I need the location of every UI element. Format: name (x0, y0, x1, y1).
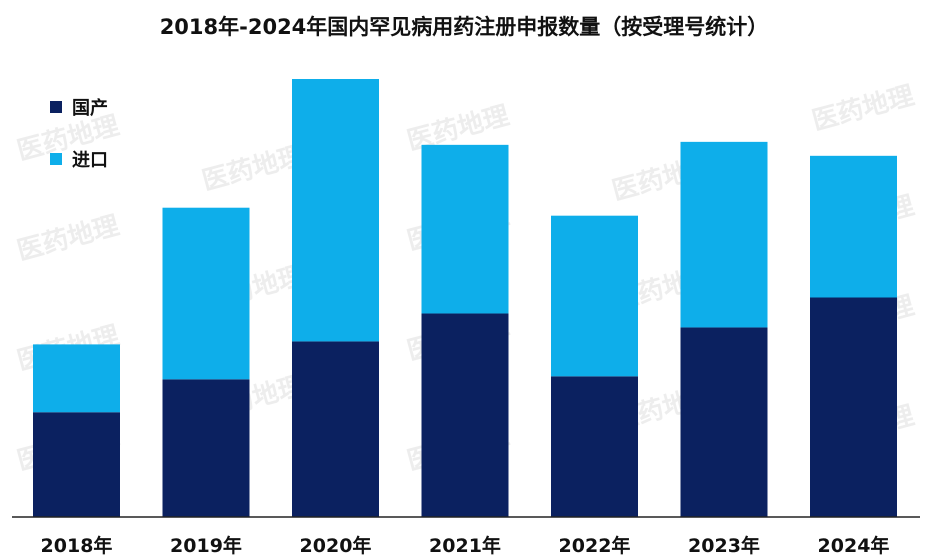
watermark: 医药地理 (14, 211, 122, 267)
bar-imported-2018年 (33, 344, 120, 413)
watermark: 医药地理 (809, 81, 917, 137)
legend-swatch-imported (50, 153, 62, 165)
x-tick-label: 2024年 (818, 534, 890, 557)
bar-domestic-2018年 (33, 412, 120, 517)
bar-domestic-2023年 (680, 327, 768, 517)
bar-domestic-2020年 (292, 341, 379, 517)
x-tick-label: 2021年 (429, 534, 501, 557)
x-tick-label: 2023年 (688, 534, 760, 557)
legend-label-domestic: 国产 (72, 97, 108, 119)
bars (33, 79, 897, 517)
x-tick-label: 2020年 (300, 534, 372, 557)
chart-title: 2018年-2024年国内罕见病用药注册申报数量（按受理号统计） (160, 15, 769, 39)
x-tick-labels: 2018年 2019年 2020年 2021年 2022年 2023年 2024年 (41, 534, 890, 557)
bar-domestic-2024年 (810, 297, 897, 517)
bar-domestic-2022年 (551, 376, 638, 517)
bar-imported-2023年 (680, 141, 768, 328)
bar-domestic-2019年 (162, 379, 250, 517)
legend: 国产 进口 (50, 97, 108, 171)
x-tick-label: 2018年 (41, 534, 113, 557)
bar-imported-2019年 (162, 207, 250, 380)
bar-imported-2021年 (421, 144, 509, 314)
bar-imported-2020年 (292, 79, 379, 342)
x-tick-label: 2019年 (170, 534, 242, 557)
legend-label-imported: 进口 (72, 150, 108, 171)
x-tick-label: 2022年 (559, 534, 631, 557)
watermark: 医药地理 (199, 141, 307, 197)
legend-swatch-domestic (50, 101, 62, 113)
bar-imported-2022年 (551, 215, 638, 377)
bar-imported-2024年 (810, 155, 897, 298)
bar-domestic-2021年 (421, 313, 509, 517)
